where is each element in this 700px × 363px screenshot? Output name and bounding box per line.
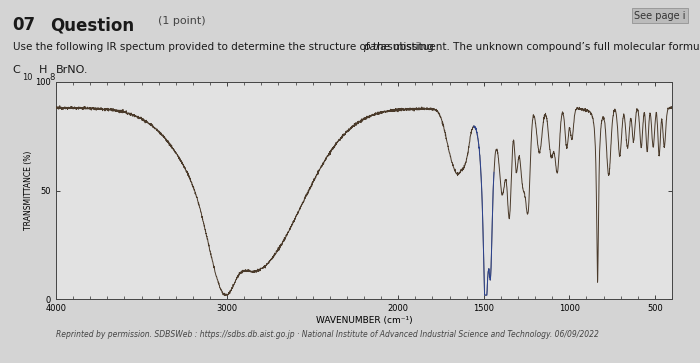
Text: Question: Question [50,16,134,34]
Text: Reprinted by permission. SDBSWeb : https://sdbs.db.aist.go.jp · National Institu: Reprinted by permission. SDBSWeb : https… [56,330,599,339]
Text: 8: 8 [49,73,55,82]
Text: 10: 10 [22,73,33,82]
Text: substituent. The unknown compound’s full molecular formula is: substituent. The unknown compound’s full… [384,42,700,52]
Text: (1 point): (1 point) [158,16,205,26]
Text: para: para [363,42,386,52]
Text: H: H [39,65,48,76]
Text: BrNO.: BrNO. [56,65,88,76]
Text: Use the following IR spectum provided to determine the structure of the missing: Use the following IR spectum provided to… [13,42,437,52]
Text: 07: 07 [13,16,36,34]
Text: See page i: See page i [634,11,686,21]
Y-axis label: TRANSMITTANCE (%): TRANSMITTANCE (%) [24,151,33,230]
X-axis label: WAVENUMBER (cm⁻¹): WAVENUMBER (cm⁻¹) [316,316,412,325]
Text: C: C [13,65,20,76]
